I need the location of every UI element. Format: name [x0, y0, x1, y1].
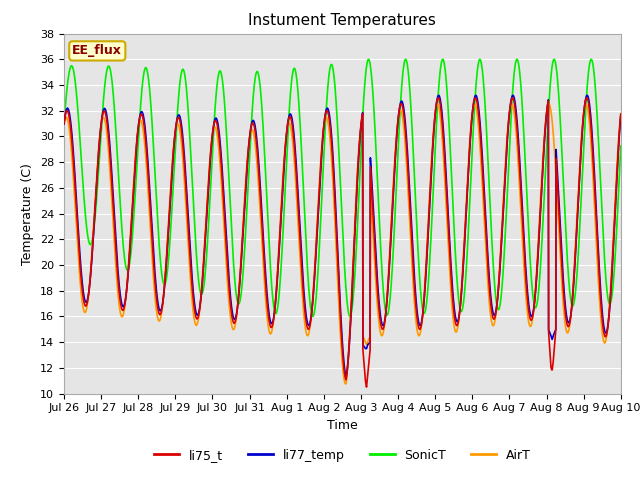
Text: EE_flux: EE_flux: [72, 44, 122, 58]
X-axis label: Time: Time: [327, 419, 358, 432]
Y-axis label: Temperature (C): Temperature (C): [22, 163, 35, 264]
Title: Instument Temperatures: Instument Temperatures: [248, 13, 436, 28]
Legend: li75_t, li77_temp, SonicT, AirT: li75_t, li77_temp, SonicT, AirT: [148, 444, 536, 467]
